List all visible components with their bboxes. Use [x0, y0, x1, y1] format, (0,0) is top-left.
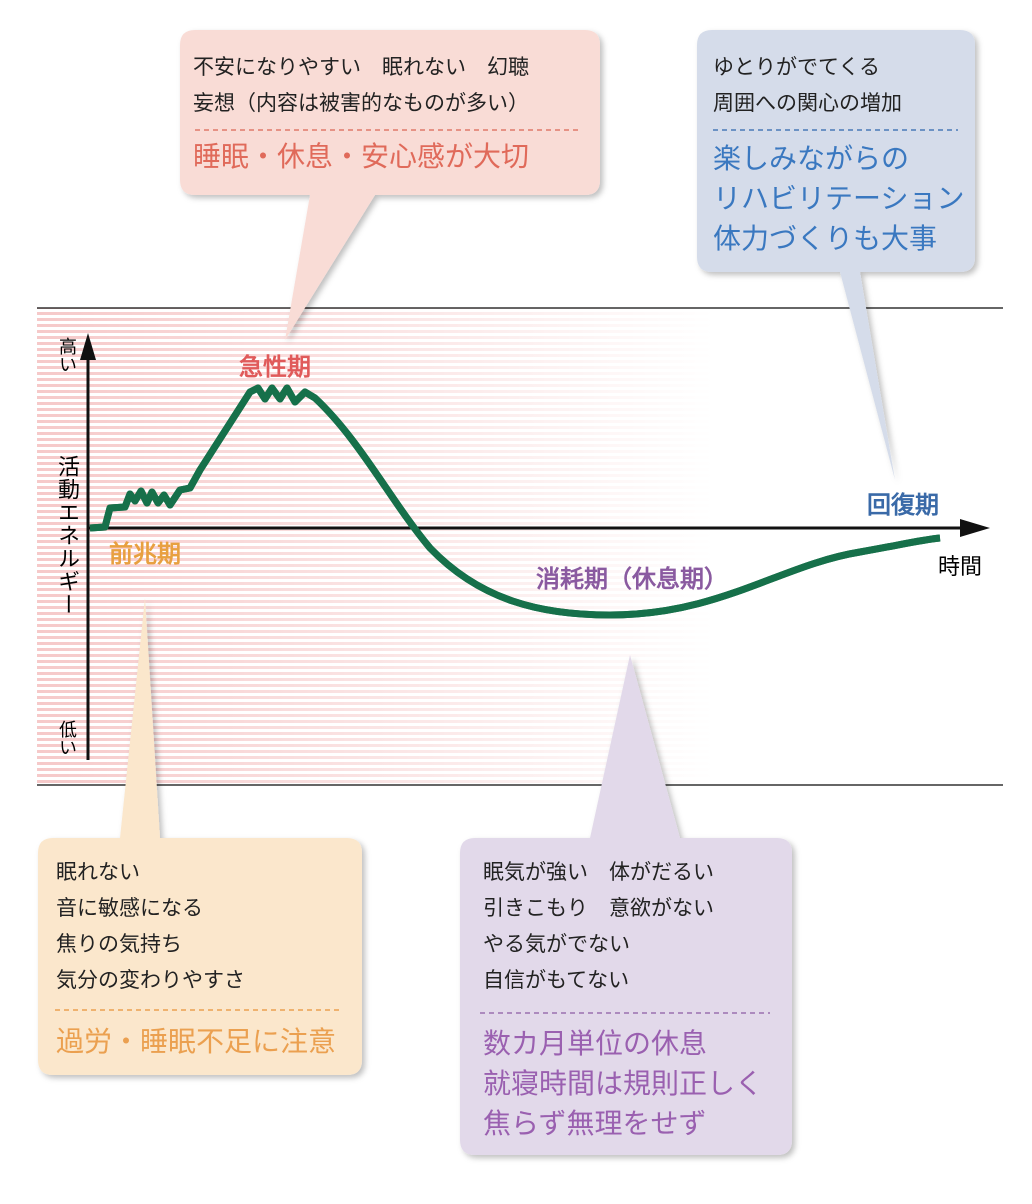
- separators: [55, 129, 958, 1014]
- advice-text: 体力づくりも大事: [713, 222, 937, 255]
- symptom-text: 周囲への関心の増加: [713, 91, 902, 115]
- phase-label: 前兆期: [109, 540, 181, 568]
- y-low: 低い: [56, 720, 77, 756]
- phase-label: 消耗期（休息期）: [536, 565, 728, 593]
- callout-bubbles: [38, 30, 975, 1155]
- symptom-text: 妄想（内容は被害的なものが多い）: [193, 91, 529, 115]
- advice-text: 焦らず無理をせず: [483, 1107, 706, 1140]
- y-label: 活動エネルギー: [54, 455, 80, 616]
- advice-text: 就寝時間は規則正しく: [483, 1067, 763, 1100]
- advice-text: 楽しみながらの: [713, 142, 909, 175]
- symptom-text: ゆとりがでてくる: [713, 55, 880, 79]
- symptom-text: 音に敏感になる: [56, 896, 203, 920]
- symptom-text: 自信がもてない: [483, 968, 629, 992]
- symptom-text: 気分の変わりやすさ: [56, 968, 245, 992]
- y-high: 高い: [56, 337, 77, 373]
- symptom-text: 不安になりやすい 眠れない 幻聴: [193, 55, 529, 79]
- axes: [80, 333, 990, 760]
- phase-label: 急性期: [239, 353, 311, 381]
- x-label: 時間: [938, 555, 982, 580]
- symptom-text: やる気がでない: [483, 932, 630, 956]
- band: [37, 307, 1003, 786]
- phase-label: 回復期: [867, 491, 939, 519]
- advice-text: 睡眠・休息・安心感が大切: [193, 140, 529, 173]
- advice-text: 過労・睡眠不足に注意: [56, 1025, 336, 1058]
- symptom-text: 引きこもり 意欲がない: [483, 896, 714, 920]
- advice-text: 数カ月単位の休息: [483, 1027, 707, 1060]
- symptom-text: 眠気が強い 体がだるい: [483, 860, 714, 884]
- symptom-text: 眠れない: [56, 860, 140, 884]
- advice-text: リハビリテーション: [713, 182, 964, 215]
- symptom-text: 焦りの気持ち: [56, 932, 182, 956]
- energy-curve: [90, 384, 940, 619]
